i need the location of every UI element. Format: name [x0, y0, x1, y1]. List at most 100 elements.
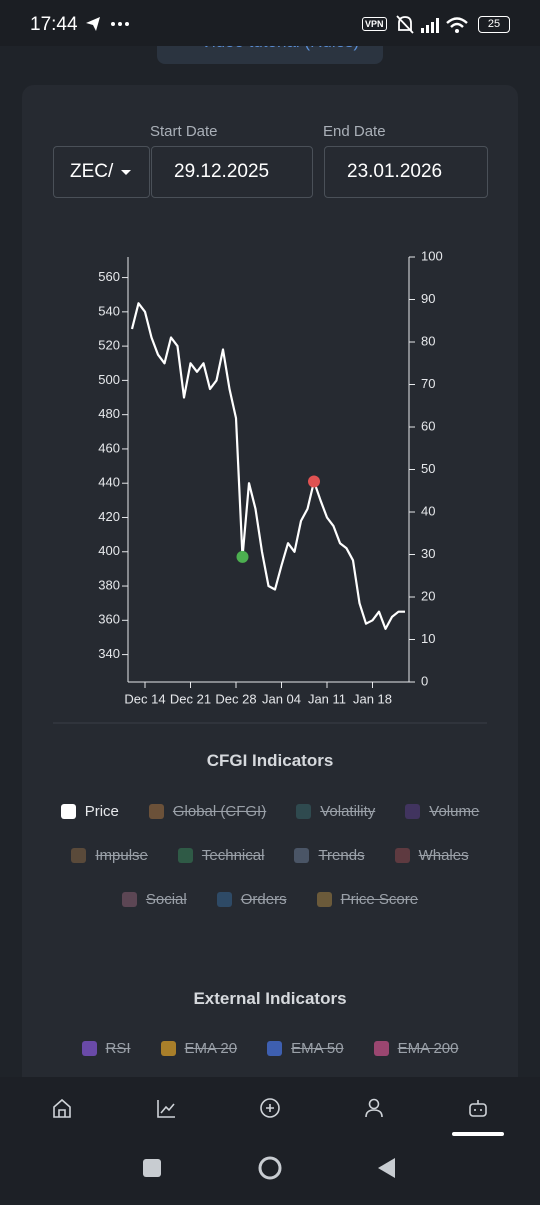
y2-tick-label: 20 [421, 588, 435, 603]
status-icons [86, 17, 129, 31]
legend-item[interactable]: Global (CFGI) [148, 801, 267, 821]
legend-label: EMA 20 [184, 1039, 238, 1057]
chart: 340 360 380 400 420 440 460 480 500 520 540 560 0 10 2… [53, 248, 487, 724]
legend-item[interactable]: EMA 200 [373, 1038, 459, 1058]
y-tick-label: 520 [98, 338, 120, 353]
legend-label: Price Score [340, 890, 419, 908]
legend-swatch [60, 803, 76, 819]
legend-swatch [405, 803, 421, 819]
legend-item[interactable]: EMA 20 [160, 1038, 238, 1058]
legend-swatch [267, 1040, 283, 1056]
x-tick-label: Dec 28 [215, 691, 256, 706]
y-tick-label: 360 [98, 612, 120, 627]
legend-swatch [316, 891, 332, 907]
legend-label: Volatility [320, 802, 376, 820]
legend-title: CFGI Indicators [206, 751, 334, 770]
legend-item[interactable]: Impulse [71, 845, 148, 865]
legend-swatch [394, 847, 410, 863]
pair-select[interactable]: ZEC/ [53, 146, 150, 198]
legend-item[interactable]: Price Score [316, 889, 419, 909]
legend-swatch [373, 1040, 389, 1056]
y-tick-label: 340 [98, 646, 120, 661]
end-input[interactable]: 23.01.2026 [324, 146, 488, 198]
external-title: External Indicators [193, 989, 347, 1008]
signal-marker [308, 475, 320, 488]
y2-tick-label: 80 [421, 333, 435, 348]
x-tick-label: Jan 04 [262, 691, 301, 706]
pair-text: ZEC/ [70, 161, 114, 182]
active-indicator [452, 1132, 504, 1136]
legend-item[interactable]: Price [60, 801, 119, 821]
legend-label: Technical [201, 846, 265, 864]
chart-icon[interactable] [157, 1100, 175, 1118]
legend-item[interactable]: EMA 50 [267, 1038, 344, 1058]
legend-item[interactable]: RSI [81, 1038, 131, 1058]
cfgi-legend: Price Global (CFGI) Volatility Volume Impuls… [60, 801, 480, 909]
legend-label: Impulse [95, 846, 148, 864]
y-tick-label: 540 [98, 303, 120, 318]
y2-tick-label: 90 [421, 291, 435, 306]
y2-tick-label: 70 [421, 376, 435, 391]
price-line [130, 302, 405, 630]
legend-item[interactable]: Whales [394, 845, 469, 865]
start-input[interactable]: 29.12.2025 [151, 146, 313, 198]
y-tick-label: 420 [98, 509, 120, 524]
bottom-nav [0, 1077, 540, 1200]
legend-item[interactable]: Volume [405, 801, 479, 821]
legend-label: Volume [429, 802, 480, 820]
y2-tick-label: 100 [421, 248, 443, 263]
back-button[interactable] [378, 1158, 395, 1178]
y2-tick-label: 40 [421, 503, 435, 518]
legend-label: Whales [418, 846, 469, 864]
status-bar: 17:44 VPN 25 [0, 0, 540, 46]
legend-swatch [121, 891, 137, 907]
legend-swatch [296, 803, 312, 819]
legend-swatch [148, 803, 164, 819]
legend-swatch [177, 847, 193, 863]
home-button[interactable] [258, 1156, 282, 1180]
x-tick-label: Dec 21 [170, 691, 211, 706]
legend-swatch [294, 847, 310, 863]
legend-swatch [216, 891, 232, 907]
clock: 17:44 [30, 14, 78, 35]
y-tick-label: 480 [98, 406, 120, 421]
y-tick-label: 380 [98, 577, 120, 592]
legend-item[interactable]: Volatility [296, 801, 375, 821]
battery: 25 [478, 16, 510, 33]
vpn-badge: VPN [362, 17, 387, 31]
external-legend: RSI EMA 20 EMA 50 EMA 200 [30, 1038, 510, 1058]
x-tick-label: Dec 14 [124, 691, 165, 706]
recents-button[interactable] [143, 1159, 161, 1177]
nav-icons [53, 1098, 504, 1180]
x-tick-label: Jan 18 [353, 691, 392, 706]
dropdown-arrow [121, 170, 132, 175]
y-tick-label: 560 [98, 269, 120, 284]
card [22, 85, 518, 1185]
end-label: End Date [323, 123, 386, 140]
y-tick-label: 440 [98, 475, 120, 490]
add-icon[interactable] [260, 1098, 280, 1118]
legend-item[interactable]: Trends [294, 845, 365, 865]
y2-tick-label: 60 [421, 418, 435, 433]
legend-swatch [160, 1040, 176, 1056]
profile-icon[interactable] [368, 1098, 380, 1110]
x-tick-label: Jan 11 [308, 691, 346, 706]
legend-swatch [81, 1040, 97, 1056]
legend-label: Global (CFGI) [172, 802, 267, 820]
y-tick-label: 400 [98, 543, 120, 558]
legend-label: EMA 200 [397, 1039, 459, 1057]
legend-label: RSI [105, 1039, 131, 1057]
legend-item[interactable]: Social [121, 889, 187, 909]
y2-tick-label: 30 [421, 546, 435, 561]
bot-icon[interactable] [469, 1103, 487, 1117]
y-tick-label: 500 [98, 372, 120, 387]
legend-item[interactable]: Technical [177, 845, 265, 865]
legend-item[interactable]: Orders [216, 889, 287, 909]
legend-label: Trends [318, 846, 365, 864]
y2-tick-label: 0 [421, 673, 428, 688]
home-icon[interactable] [53, 1098, 71, 1118]
signal-marker [236, 550, 249, 563]
y2-tick-label: 50 [421, 461, 435, 476]
legend-label: Price [84, 802, 119, 820]
